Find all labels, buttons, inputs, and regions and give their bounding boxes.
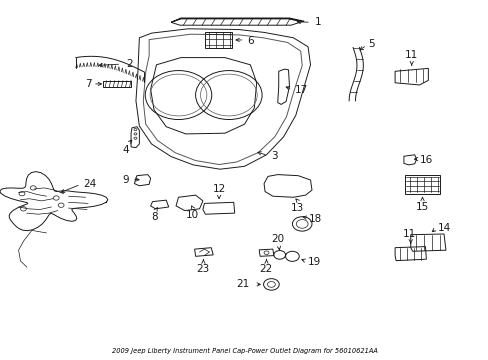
Text: 3: 3 (271, 151, 278, 161)
Text: 18: 18 (308, 213, 322, 224)
Bar (404, 175, 439, 194)
Text: 2009 Jeep Liberty Instrument Panel Cap-Power Outlet Diagram for 56010621AA: 2009 Jeep Liberty Instrument Panel Cap-P… (111, 347, 377, 354)
Text: 16: 16 (419, 155, 432, 165)
Text: 23: 23 (195, 264, 209, 274)
Text: 14: 14 (437, 222, 450, 233)
Text: 6: 6 (246, 36, 253, 46)
Text: 17: 17 (294, 85, 307, 95)
Text: 8: 8 (151, 212, 158, 222)
Text: 19: 19 (307, 257, 321, 267)
Bar (102, 81, 131, 87)
Text: 24: 24 (83, 179, 96, 189)
Text: 1: 1 (314, 17, 321, 27)
Text: 15: 15 (415, 202, 428, 212)
Text: 22: 22 (258, 264, 272, 274)
Text: 2: 2 (126, 59, 133, 69)
Text: 20: 20 (271, 234, 284, 244)
Text: 10: 10 (185, 210, 198, 220)
Text: 12: 12 (212, 184, 225, 194)
Text: 5: 5 (367, 39, 374, 49)
Text: 21: 21 (236, 279, 249, 289)
Text: 11: 11 (404, 50, 418, 60)
Text: 7: 7 (85, 79, 92, 89)
Text: 11: 11 (402, 229, 416, 239)
Text: 13: 13 (290, 203, 304, 213)
Text: 4: 4 (122, 145, 129, 156)
Bar (205, 32, 232, 48)
Text: 9: 9 (122, 175, 129, 185)
